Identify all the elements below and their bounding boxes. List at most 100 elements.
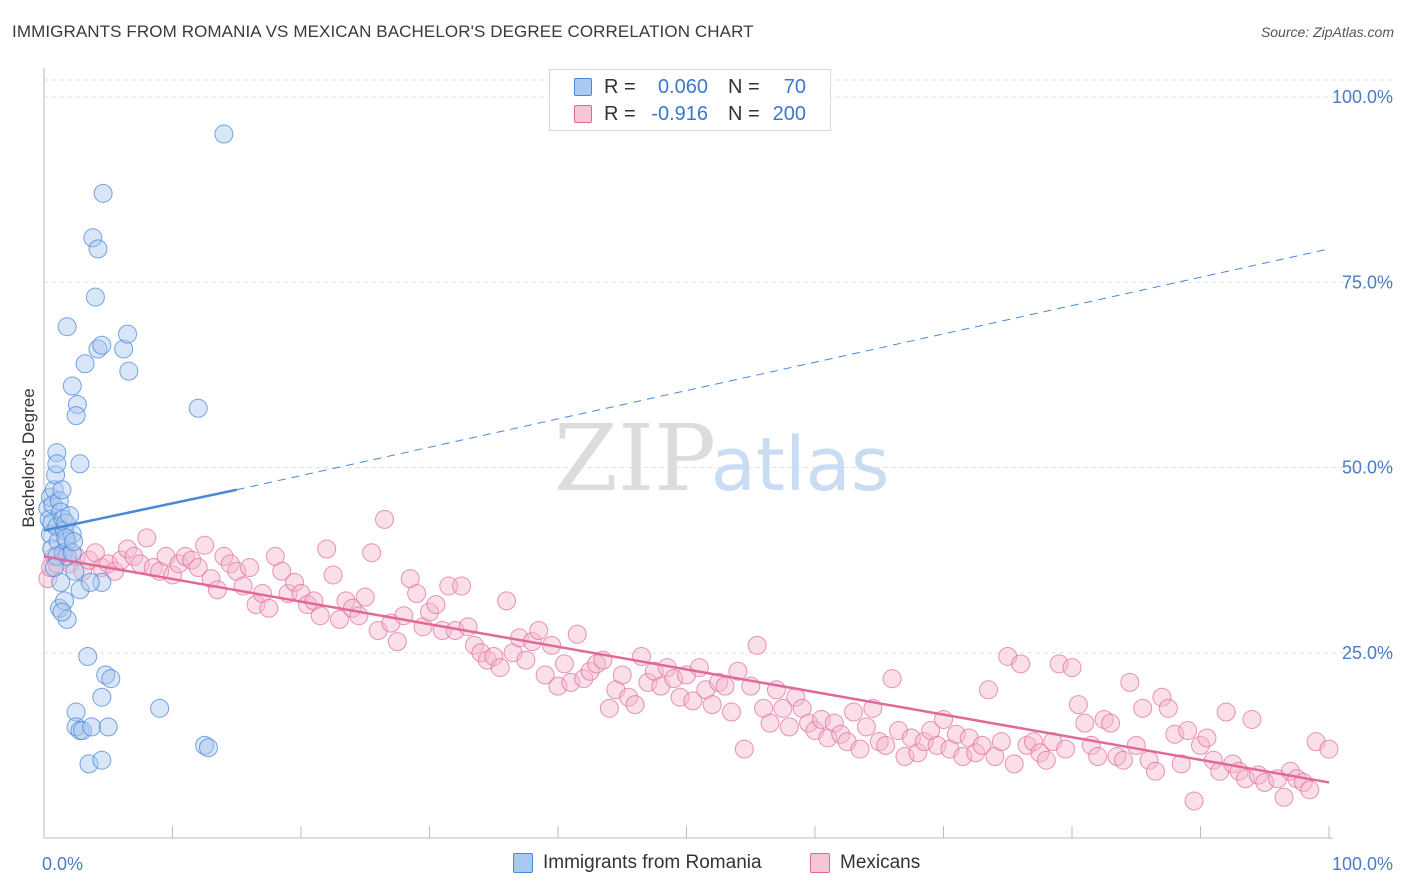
romania-point xyxy=(55,591,75,611)
mexicans-point xyxy=(407,583,427,603)
mexicans-point xyxy=(188,558,208,578)
mexicans-point xyxy=(38,569,58,589)
mexicans-point xyxy=(978,680,998,700)
mexicans-point xyxy=(946,724,966,744)
mexicans-point xyxy=(529,621,549,641)
romania-r-value: 0.060 xyxy=(657,75,708,98)
mexicans-point xyxy=(747,635,767,655)
mexicans-point xyxy=(310,606,330,626)
axis-labels: 25.0% 50.0% 75.0% 100.0% 0.0% 100.0% Bachelor'… xyxy=(19,87,1393,874)
mexicans-point xyxy=(972,735,992,755)
mexicans-point xyxy=(844,702,864,722)
romania-point xyxy=(43,495,63,515)
romania-point xyxy=(150,698,170,718)
mexicans-point xyxy=(317,539,337,559)
mexicans-point xyxy=(169,554,189,574)
romania-point xyxy=(47,454,67,474)
mexicans-point xyxy=(548,676,568,696)
chart-title: IMMIGRANTS FROM ROMANIA VS MEXICAN BACHE… xyxy=(12,22,754,41)
mexicans-point xyxy=(1191,735,1210,755)
romania-point xyxy=(83,228,103,248)
mexicans-point xyxy=(1101,713,1121,733)
mexicans-point xyxy=(869,732,889,752)
mexicans-point xyxy=(490,658,510,678)
romania-legend-swatch xyxy=(513,853,533,873)
mexicans-point xyxy=(1056,739,1076,759)
mexicans-point xyxy=(1011,654,1031,674)
axes xyxy=(43,68,1333,839)
mexicans-point xyxy=(1274,787,1294,807)
mexicans-point xyxy=(638,672,658,692)
mexicans-trend-line xyxy=(43,555,1330,784)
romania-point xyxy=(44,480,64,500)
romania-point xyxy=(188,398,208,418)
romania-point xyxy=(75,354,95,374)
mexicans-point xyxy=(201,569,221,589)
mexicans-point xyxy=(1152,687,1172,707)
mexicans-point xyxy=(330,609,350,629)
mexicans-point xyxy=(1004,754,1024,774)
mexicans-point xyxy=(118,539,138,559)
mexicans-point xyxy=(1113,750,1133,770)
romania-trend-line xyxy=(43,488,238,532)
mexicans-point xyxy=(1171,754,1191,774)
stats-row-mexicans: R = -0.916 N = 200 xyxy=(574,102,806,126)
mexicans-point xyxy=(1023,732,1043,752)
romania-point xyxy=(78,646,98,666)
mexicans-point xyxy=(1178,721,1198,741)
romania-point xyxy=(66,406,86,426)
mexicans-point xyxy=(709,672,729,692)
mexicans-point xyxy=(734,739,754,759)
mexicans-point xyxy=(375,509,395,529)
romania-point xyxy=(88,339,108,359)
mexicans-point xyxy=(1146,761,1166,781)
mexicans-point xyxy=(567,624,587,644)
mexicans-point xyxy=(1120,672,1140,692)
mexicans-point xyxy=(850,739,870,759)
mexicans-point xyxy=(561,672,581,692)
legend-item-mexicans[interactable]: Mexicans xyxy=(810,852,920,874)
mexicans-point xyxy=(554,654,574,674)
legend-item-romania[interactable]: Immigrants from Romania xyxy=(513,852,762,874)
mexicans-point xyxy=(824,713,844,733)
romania-point xyxy=(66,702,86,722)
romania-point xyxy=(119,361,139,381)
x-tick-label-max: 100.0% xyxy=(1332,854,1393,874)
mexicans-point xyxy=(272,561,292,581)
romania-point xyxy=(98,717,118,737)
mexicans-point xyxy=(497,591,517,611)
watermark-zip: ZIP xyxy=(554,405,716,512)
mexicans-point xyxy=(927,735,947,755)
mexicans-point xyxy=(1197,728,1217,748)
mexicans-point xyxy=(484,646,504,666)
romania-point xyxy=(52,602,72,622)
mexicans-point xyxy=(882,669,902,689)
y-tick-label: 75.0% xyxy=(1342,272,1393,292)
mexicans-point xyxy=(914,732,934,752)
mexicans-point xyxy=(175,546,195,566)
mexicans-point xyxy=(1062,658,1082,678)
romania-point xyxy=(52,480,72,500)
mexicans-point xyxy=(612,665,632,685)
romania-point xyxy=(66,717,86,737)
mexicans-point xyxy=(387,632,407,652)
mexicans-point xyxy=(1068,695,1088,715)
mexicans-point xyxy=(811,709,831,729)
romania-point xyxy=(101,669,121,689)
mexicans-point xyxy=(670,687,690,707)
mexicans-point xyxy=(1094,709,1114,729)
mexicans-point xyxy=(214,546,234,566)
mexicans-point xyxy=(953,746,973,766)
mexicans-point xyxy=(355,587,375,607)
mexicans-point xyxy=(895,746,915,766)
mexicans-point xyxy=(182,550,202,570)
mexicans-point xyxy=(760,713,780,733)
mexicans-point xyxy=(856,717,876,737)
mexicans-point xyxy=(1242,709,1262,729)
n-label: N = xyxy=(728,102,760,125)
mexicans-point xyxy=(773,698,793,718)
mexicans-point xyxy=(715,676,735,696)
mexicans-point xyxy=(1255,772,1275,792)
romania-point xyxy=(85,287,105,307)
